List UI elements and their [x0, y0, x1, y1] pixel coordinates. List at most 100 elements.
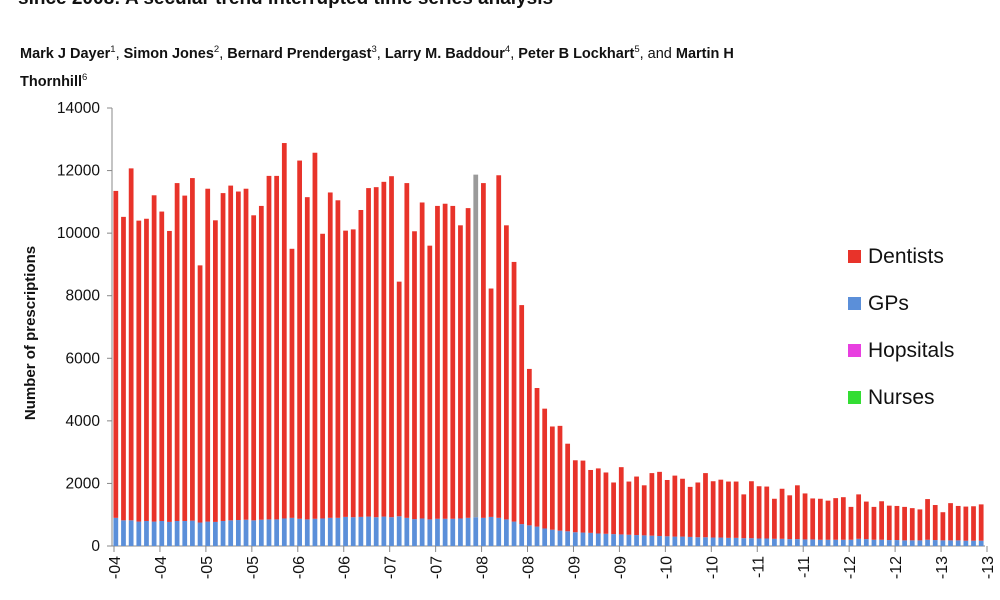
bar-dentists — [672, 475, 678, 537]
bar-dentists — [266, 175, 272, 520]
bar-gps — [810, 539, 816, 546]
bar-dentists — [350, 229, 356, 518]
bar-gps — [603, 533, 609, 546]
bar-gps — [289, 517, 295, 546]
bar-gps — [733, 537, 739, 546]
bar-gps — [481, 517, 486, 546]
bar-dentists — [641, 485, 647, 536]
bar-dentists — [687, 486, 693, 537]
author-name: Simon Jones — [123, 45, 214, 62]
bar-gps — [258, 519, 264, 546]
bar-dentists — [228, 185, 234, 521]
bar-dentists — [473, 174, 479, 518]
legend-label-hopsitals: Hopsitals — [868, 339, 954, 362]
bar-gps — [144, 520, 149, 546]
bar-dentists — [618, 467, 624, 535]
bar-gps — [657, 535, 662, 546]
bar-gps — [373, 517, 379, 546]
bar-gps — [197, 522, 203, 546]
bar-gps — [381, 516, 387, 546]
bar-gps — [534, 526, 540, 546]
author-affiliation-number: 6 — [82, 71, 88, 83]
bar-gps — [588, 532, 593, 546]
bar-gps — [159, 520, 165, 546]
x-tick-label: -11 — [796, 556, 813, 578]
bar-dentists — [182, 195, 188, 521]
bar-dentists — [481, 183, 486, 518]
author-affiliation-number: 1 — [110, 44, 116, 55]
bar-dentists — [948, 503, 953, 541]
bar-gps — [932, 540, 938, 546]
bar-dentists — [304, 197, 310, 520]
author-name: Martin H Thornhill — [20, 45, 734, 90]
bar-dentists — [886, 505, 892, 541]
bar-gps — [664, 536, 670, 546]
bar-gps — [894, 540, 900, 546]
bar-dentists — [381, 181, 387, 517]
y-tick-label: 6000 — [66, 350, 101, 367]
bar-dentists — [519, 305, 525, 525]
bar-dentists — [925, 499, 930, 540]
bar-dentists — [626, 481, 632, 535]
bar-gps — [971, 540, 976, 546]
bar-dentists — [136, 220, 142, 522]
bar-dentists — [121, 216, 126, 521]
bar-dentists — [955, 505, 961, 541]
legend-label-gps: GPs — [868, 292, 909, 315]
y-tick-label: 2000 — [66, 475, 101, 492]
x-tick-label: -06 — [337, 556, 354, 579]
bar-dentists — [335, 200, 341, 518]
bar-gps — [802, 539, 808, 546]
bar-dentists — [258, 205, 264, 520]
bar-gps — [549, 529, 555, 546]
bar-dentists — [825, 500, 831, 540]
bar-dentists — [235, 191, 241, 521]
bar-dentists — [848, 506, 854, 540]
bar-gps — [396, 516, 402, 546]
bar-gps — [358, 516, 364, 546]
bar-dentists — [787, 495, 793, 540]
author-list: Mark J Dayer1, Simon Jones2, Bernard Pre… — [20, 38, 740, 94]
x-tick-label: -07 — [429, 556, 446, 579]
bar-gps — [856, 538, 862, 546]
bar-dentists — [978, 504, 984, 541]
bar-gps — [343, 516, 348, 546]
bar-dentists — [756, 486, 762, 539]
bar-dentists — [312, 152, 318, 519]
bar-dentists — [128, 168, 134, 521]
bar-dentists — [557, 425, 563, 531]
bar-dentists — [488, 288, 494, 517]
bar-dentists — [657, 471, 662, 536]
bar-dentists — [174, 183, 180, 521]
bar-gps — [641, 535, 647, 546]
bar-dentists — [726, 481, 731, 538]
legend-swatch-dentists — [848, 250, 861, 263]
bar-dentists — [772, 498, 777, 539]
bar-gps — [902, 540, 907, 546]
y-tick-label: 12000 — [57, 163, 100, 180]
bar-dentists — [396, 281, 402, 517]
bar-dentists — [611, 482, 616, 535]
bar-gps — [925, 539, 930, 546]
bar-gps — [389, 517, 394, 546]
bar-gps — [680, 536, 685, 546]
bar-gps — [963, 540, 969, 546]
bar-dentists — [167, 230, 172, 522]
bar-dentists — [366, 188, 371, 517]
bar-gps — [649, 535, 655, 546]
bar-dentists — [289, 248, 295, 518]
bar-gps — [580, 532, 586, 546]
bar-dentists — [856, 494, 862, 539]
bar-gps — [327, 517, 333, 546]
bar-gps — [917, 540, 923, 546]
bar-dentists — [871, 506, 877, 540]
legend-label-nurses: Nurses — [868, 386, 935, 409]
bar-dentists — [810, 498, 816, 540]
bar-dentists — [718, 479, 724, 538]
bar-gps — [565, 531, 571, 546]
bar-gps — [320, 518, 325, 546]
bar-gps — [511, 521, 517, 546]
bar-gps — [595, 533, 601, 546]
bar-gps — [113, 517, 119, 546]
